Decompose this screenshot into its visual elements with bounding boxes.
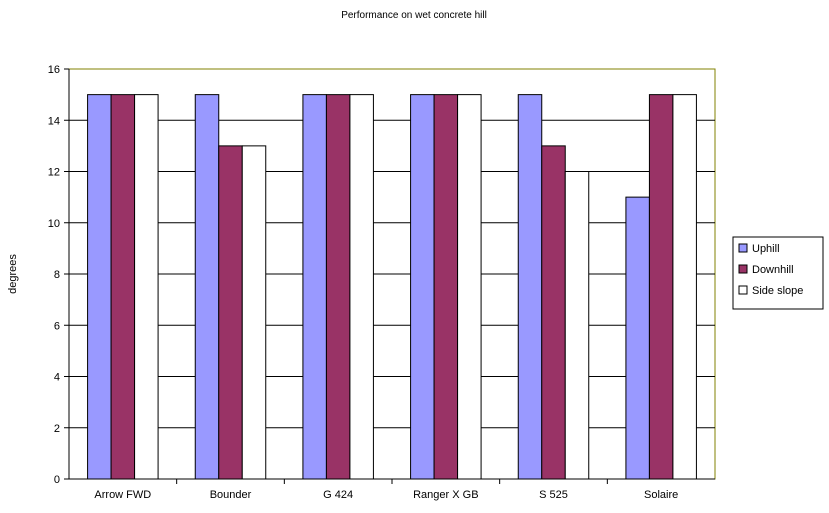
bar-side-slope — [672, 94, 697, 480]
chart-title: Performance on wet concrete hill — [341, 10, 487, 21]
x-tick-label: Bounder — [210, 489, 252, 501]
bar-side-slope — [349, 94, 374, 480]
y-tick-label: 16 — [48, 64, 60, 76]
legend-swatch — [738, 243, 748, 253]
legend-label: Uphill — [752, 243, 780, 255]
legend-label: Downhill — [752, 264, 794, 276]
y-tick-label: 8 — [54, 269, 60, 281]
legend-swatch — [738, 285, 748, 295]
legend-swatch — [738, 264, 748, 274]
y-axis: 0 2 4 6 8 10 12 14 16 — [48, 64, 70, 486]
bar-uphill — [517, 94, 543, 480]
bar-uphill — [410, 94, 435, 480]
x-tick-label: G 424 — [323, 489, 353, 501]
bars — [87, 94, 697, 480]
bar-uphill — [194, 94, 220, 480]
y-tick-label: 14 — [48, 115, 60, 127]
bar-side-slope — [564, 171, 590, 480]
bar-side-slope — [457, 94, 482, 480]
y-tick-label: 6 — [54, 320, 60, 332]
y-tick-label: 0 — [54, 474, 60, 486]
bar-side-slope — [241, 145, 267, 480]
x-axis: Arrow FWD Bounder G 424 Ranger X GB S 525 Sol… — [69, 478, 715, 501]
y-axis-title: degrees — [7, 254, 19, 294]
gridlines — [69, 119, 715, 429]
bar-uphill — [625, 196, 650, 480]
x-tick-label: Ranger X GB — [413, 489, 478, 501]
bar-uphill — [302, 94, 327, 480]
y-tick-label: 4 — [54, 372, 60, 384]
legend: Uphill Downhill Side slope — [732, 236, 824, 310]
bar-downhill — [648, 94, 674, 480]
x-tick-label: Solaire — [644, 489, 678, 501]
bar-downhill — [325, 94, 351, 480]
bar-downhill — [218, 145, 243, 480]
y-tick-label: 12 — [48, 167, 60, 179]
legend-box — [732, 236, 824, 310]
y-tick-label: 10 — [48, 218, 60, 230]
bar-side-slope — [134, 94, 159, 480]
bar-downhill — [541, 145, 566, 480]
bar-uphill — [87, 94, 112, 480]
legend-label: Side slope — [752, 285, 803, 297]
x-tick-label: S 525 — [539, 489, 568, 501]
y-tick-label: 2 — [54, 423, 60, 435]
x-tick-label: Arrow FWD — [94, 489, 151, 501]
bar-downhill — [433, 94, 459, 480]
bar-downhill — [110, 94, 136, 480]
